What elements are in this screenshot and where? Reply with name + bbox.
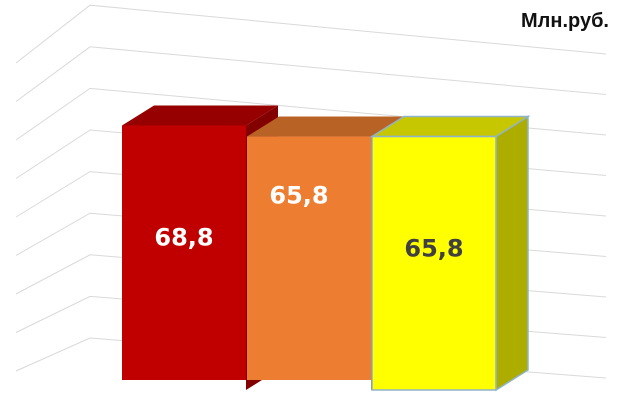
bar-front-face bbox=[371, 135, 497, 391]
data-label-1: 68,8 bbox=[154, 223, 213, 251]
unit-label: Млн.руб. bbox=[521, 10, 609, 32]
gridline bbox=[15, 46, 607, 102]
data-label-3: 65,8 bbox=[404, 235, 463, 263]
bar-front-face bbox=[247, 136, 371, 380]
bar-top-face bbox=[122, 105, 278, 126]
data-labels: 68,8 65,8 65,8 bbox=[154, 182, 463, 263]
gridline bbox=[15, 4, 607, 64]
data-label-2: 65,8 bbox=[269, 182, 328, 210]
bar-top-face bbox=[247, 116, 403, 137]
bar-side-face bbox=[495, 115, 529, 392]
bar-front-face bbox=[122, 125, 246, 380]
bar-3 bbox=[369, 115, 531, 392]
bars bbox=[122, 105, 531, 392]
